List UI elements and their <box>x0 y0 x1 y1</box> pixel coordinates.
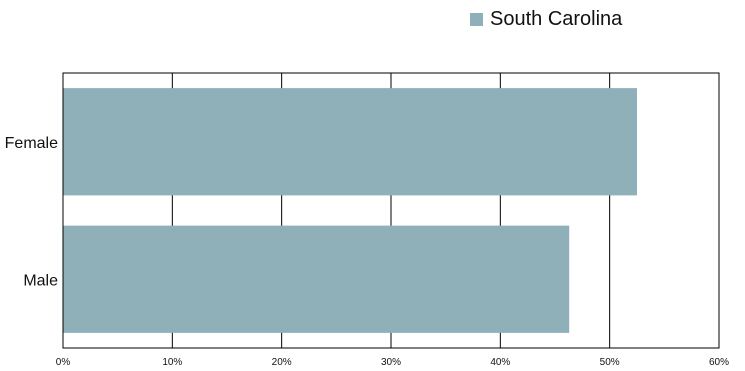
category-label: Female <box>5 135 58 152</box>
x-tick-label: 60% <box>709 357 729 368</box>
bar-male <box>63 225 570 333</box>
legend-label: South Carolina <box>490 7 623 30</box>
x-tick-label: 30% <box>381 357 401 368</box>
legend: South Carolina <box>470 6 622 32</box>
x-tick-label: 50% <box>600 357 620 368</box>
category-label: Male <box>23 272 58 289</box>
x-tick-labels: 0% 10% 20% 30% 40% 50% 60% <box>56 357 729 368</box>
x-tick-label: 40% <box>490 357 510 368</box>
plot-frame <box>62 72 720 349</box>
bar-female <box>63 88 637 196</box>
category-labels: Female Male <box>5 135 58 290</box>
x-tick-label: 0% <box>56 357 71 368</box>
legend-swatch <box>470 12 483 26</box>
x-tick-label: 20% <box>272 357 292 368</box>
bars <box>63 88 637 333</box>
x-tick-label: 10% <box>162 357 182 368</box>
